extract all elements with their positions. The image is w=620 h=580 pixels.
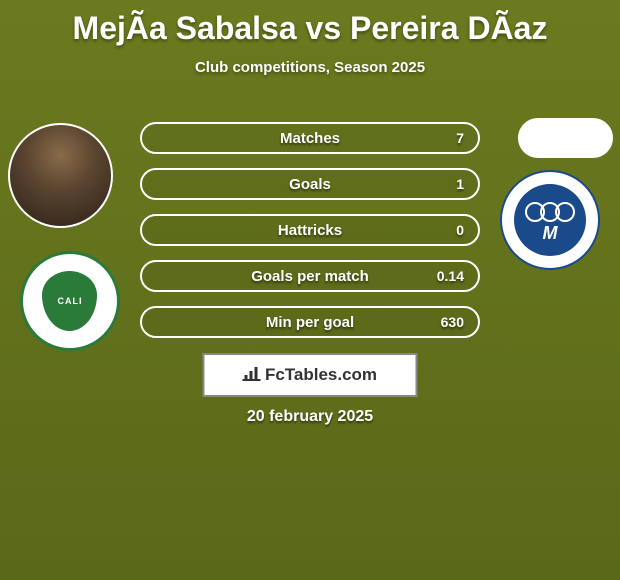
stat-label: Matches — [280, 130, 340, 147]
club-right-letter: M — [543, 223, 558, 244]
stat-value: 630 — [441, 314, 464, 330]
comparison-subtitle: Club competitions, Season 2025 — [0, 59, 620, 76]
club-left-label: CALI — [57, 296, 82, 306]
stat-row-goals: Goals 1 — [140, 168, 480, 200]
stat-row-min-per-goal: Min per goal 630 — [140, 306, 480, 338]
stat-row-hattricks: Hattricks 0 — [140, 214, 480, 246]
stat-value: 0.14 — [437, 268, 464, 284]
comparison-title: MejÃ­a Sabalsa vs Pereira DÃ­az — [0, 0, 620, 47]
stat-value: 1 — [456, 176, 464, 192]
branding-box: FcTables.com — [203, 353, 418, 397]
stat-label: Goals per match — [251, 268, 369, 285]
player-left-avatar — [8, 123, 113, 228]
club-right-inner-icon: M — [514, 184, 586, 256]
club-right-badge: M — [500, 170, 600, 270]
stat-value: 7 — [456, 130, 464, 146]
player-right-avatar — [518, 118, 613, 158]
stat-row-goals-per-match: Goals per match 0.14 — [140, 260, 480, 292]
date-text: 20 february 2025 — [247, 408, 373, 426]
stat-label: Min per goal — [266, 314, 354, 331]
club-left-badge: CALI — [20, 251, 120, 351]
stat-label: Goals — [289, 176, 331, 193]
club-left-shield-icon: CALI — [42, 271, 97, 331]
stats-container: Matches 7 Goals 1 Hattricks 0 Goals per … — [140, 122, 480, 352]
branding-text: FcTables.com — [265, 365, 377, 385]
stat-row-matches: Matches 7 — [140, 122, 480, 154]
player-left-photo — [10, 125, 111, 226]
chart-icon — [243, 365, 261, 386]
club-left-shield-wrap: CALI — [37, 268, 103, 334]
stat-label: Hattricks — [278, 222, 342, 239]
stat-value: 0 — [456, 222, 464, 238]
